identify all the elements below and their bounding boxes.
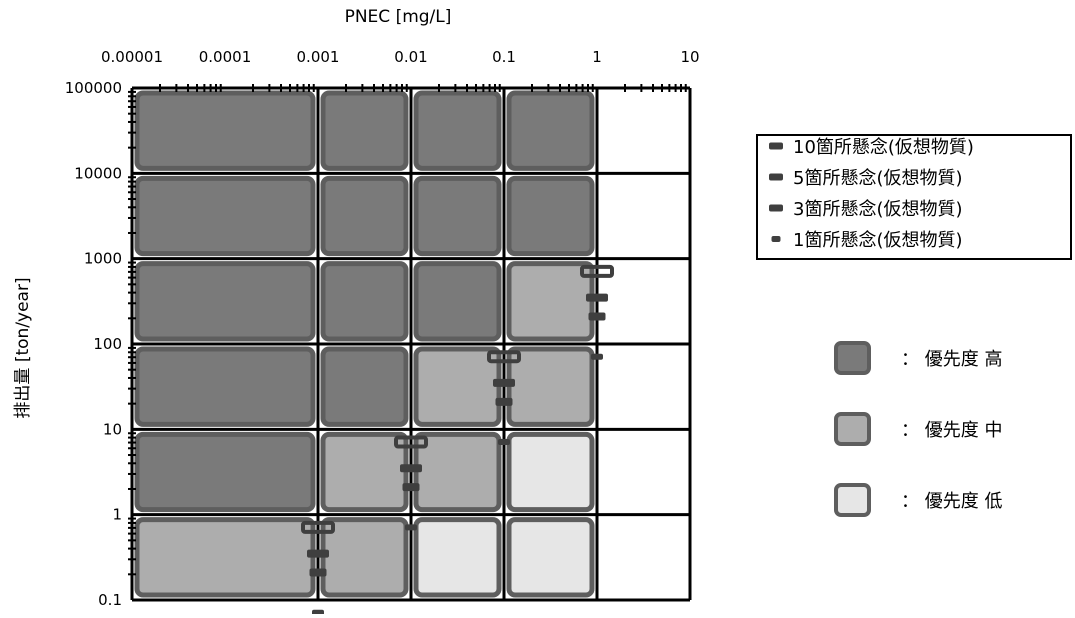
priority-cell-mid bbox=[320, 431, 409, 513]
marker-series-4 bbox=[591, 353, 603, 360]
y-tick-label: 1 bbox=[112, 506, 122, 524]
x-tick-label: 0.001 bbox=[297, 48, 340, 66]
marker-series-3 bbox=[402, 483, 420, 492]
priority-legend-swatch bbox=[834, 483, 871, 517]
priority-cell-high bbox=[134, 261, 316, 342]
series-legend-label: 1箇所懸念(仮想物質) bbox=[793, 229, 963, 251]
x-axis-title: PNEC [mg/L] bbox=[345, 7, 452, 27]
x-tick-label: 1 bbox=[592, 48, 602, 66]
priority-cell-high bbox=[506, 175, 595, 257]
priority-cell-low bbox=[506, 517, 595, 598]
priority-cell-mid bbox=[413, 431, 502, 513]
marker-series-4 bbox=[405, 524, 417, 531]
priority-legend-label: ： 優先度 中 bbox=[901, 420, 1002, 441]
marker-series-2 bbox=[307, 549, 329, 558]
y-tick-label: 100000 bbox=[65, 79, 122, 97]
series-legend: 10箇所懸念(仮想物質) 5箇所懸念(仮想物質) 3箇所懸念(仮想物質) 1箇所懸念(… bbox=[756, 134, 1072, 260]
marker-series-3 bbox=[588, 312, 606, 321]
priority-cell-mid bbox=[134, 517, 316, 598]
grid-lines bbox=[130, 86, 692, 602]
priority-cell-mid bbox=[506, 261, 595, 342]
priority-legend-swatch bbox=[834, 412, 871, 446]
minor-ticks bbox=[128, 84, 687, 576]
priority-legend-label: ： 優先度 高 bbox=[901, 349, 1002, 370]
priority-legend-label: ： 優先度 低 bbox=[901, 491, 1002, 512]
priority-cell-low bbox=[413, 517, 502, 598]
series-legend-marker bbox=[771, 236, 781, 242]
priority-cell-high bbox=[413, 90, 502, 171]
priority-cell-high bbox=[413, 261, 502, 342]
marker-series-1 bbox=[394, 435, 428, 449]
data-markers bbox=[301, 264, 614, 616]
priority-cell-high bbox=[134, 346, 316, 427]
priority-legend-swatch bbox=[834, 341, 871, 375]
priority-cell-low bbox=[506, 431, 595, 513]
marker-series-3 bbox=[495, 397, 513, 406]
series-legend-label: 5箇所懸念(仮想物質) bbox=[793, 167, 963, 189]
y-tick-label: 0.1 bbox=[98, 591, 122, 609]
priority-cell-high bbox=[134, 431, 316, 513]
y-tick-label: 1000 bbox=[84, 250, 122, 268]
x-tick-label: 0.0001 bbox=[199, 48, 252, 66]
priority-cell-mid bbox=[506, 346, 595, 427]
marker-series-1 bbox=[301, 520, 335, 534]
series-legend-box bbox=[756, 134, 1072, 260]
priority-cell-high bbox=[506, 90, 595, 171]
x-tick-label: 0.00001 bbox=[101, 48, 163, 66]
x-tick-label: 10 bbox=[680, 48, 699, 66]
marker-series-4 bbox=[312, 609, 324, 616]
x-tick-label: 0.01 bbox=[394, 48, 427, 66]
marker-series-1 bbox=[487, 350, 521, 364]
priority-cell-mid bbox=[320, 517, 409, 598]
series-legend-marker bbox=[769, 204, 783, 212]
series-legend-marker bbox=[769, 173, 783, 181]
axis-labels: PNEC [mg/L] 排出量 [ton/year] 0.00001 0.0001… bbox=[13, 7, 700, 609]
priority-cell-high bbox=[320, 175, 409, 257]
y-tick-label: 10 bbox=[103, 420, 122, 438]
priority-cell-high bbox=[320, 261, 409, 342]
marker-series-3 bbox=[309, 568, 327, 577]
priority-cells bbox=[134, 90, 595, 598]
y-axis-title: 排出量 [ton/year] bbox=[13, 277, 33, 418]
marker-series-2 bbox=[493, 378, 515, 387]
marker-series-1 bbox=[580, 264, 614, 278]
y-tick-label: 100 bbox=[93, 335, 122, 353]
marker-series-4 bbox=[498, 439, 510, 446]
marker-series-2 bbox=[586, 293, 608, 302]
priority-cell-high bbox=[413, 175, 502, 257]
priority-cell-high bbox=[320, 346, 409, 427]
marker-series-2 bbox=[400, 464, 422, 473]
priority-cell-high bbox=[134, 90, 316, 171]
priority-cell-high bbox=[134, 175, 316, 257]
series-legend-label: 3箇所懸念(仮想物質) bbox=[793, 198, 963, 220]
priority-cell-mid bbox=[413, 346, 502, 427]
series-legend-label: 10箇所懸念(仮想物質) bbox=[793, 136, 974, 158]
y-tick-label: 10000 bbox=[74, 164, 122, 182]
series-legend-marker bbox=[769, 142, 783, 150]
priority-legend: ： 優先度 高 ： 優先度 中 ： 優先度 低 bbox=[834, 341, 1002, 517]
x-tick-label: 0.1 bbox=[492, 48, 516, 66]
priority-cell-high bbox=[320, 90, 409, 171]
